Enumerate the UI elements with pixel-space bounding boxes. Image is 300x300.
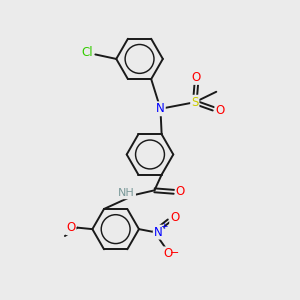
Text: O: O bbox=[215, 104, 225, 117]
Text: O: O bbox=[176, 185, 185, 198]
Text: O: O bbox=[170, 211, 179, 224]
Text: Cl: Cl bbox=[81, 46, 93, 59]
Text: +: + bbox=[160, 222, 167, 231]
Text: N: N bbox=[154, 226, 162, 238]
Text: O: O bbox=[163, 248, 172, 260]
Text: S: S bbox=[191, 96, 199, 109]
Text: NH: NH bbox=[118, 188, 135, 198]
Text: −: − bbox=[170, 248, 179, 258]
Text: N: N bbox=[156, 102, 165, 115]
Text: O: O bbox=[192, 71, 201, 84]
Text: O: O bbox=[66, 221, 76, 234]
